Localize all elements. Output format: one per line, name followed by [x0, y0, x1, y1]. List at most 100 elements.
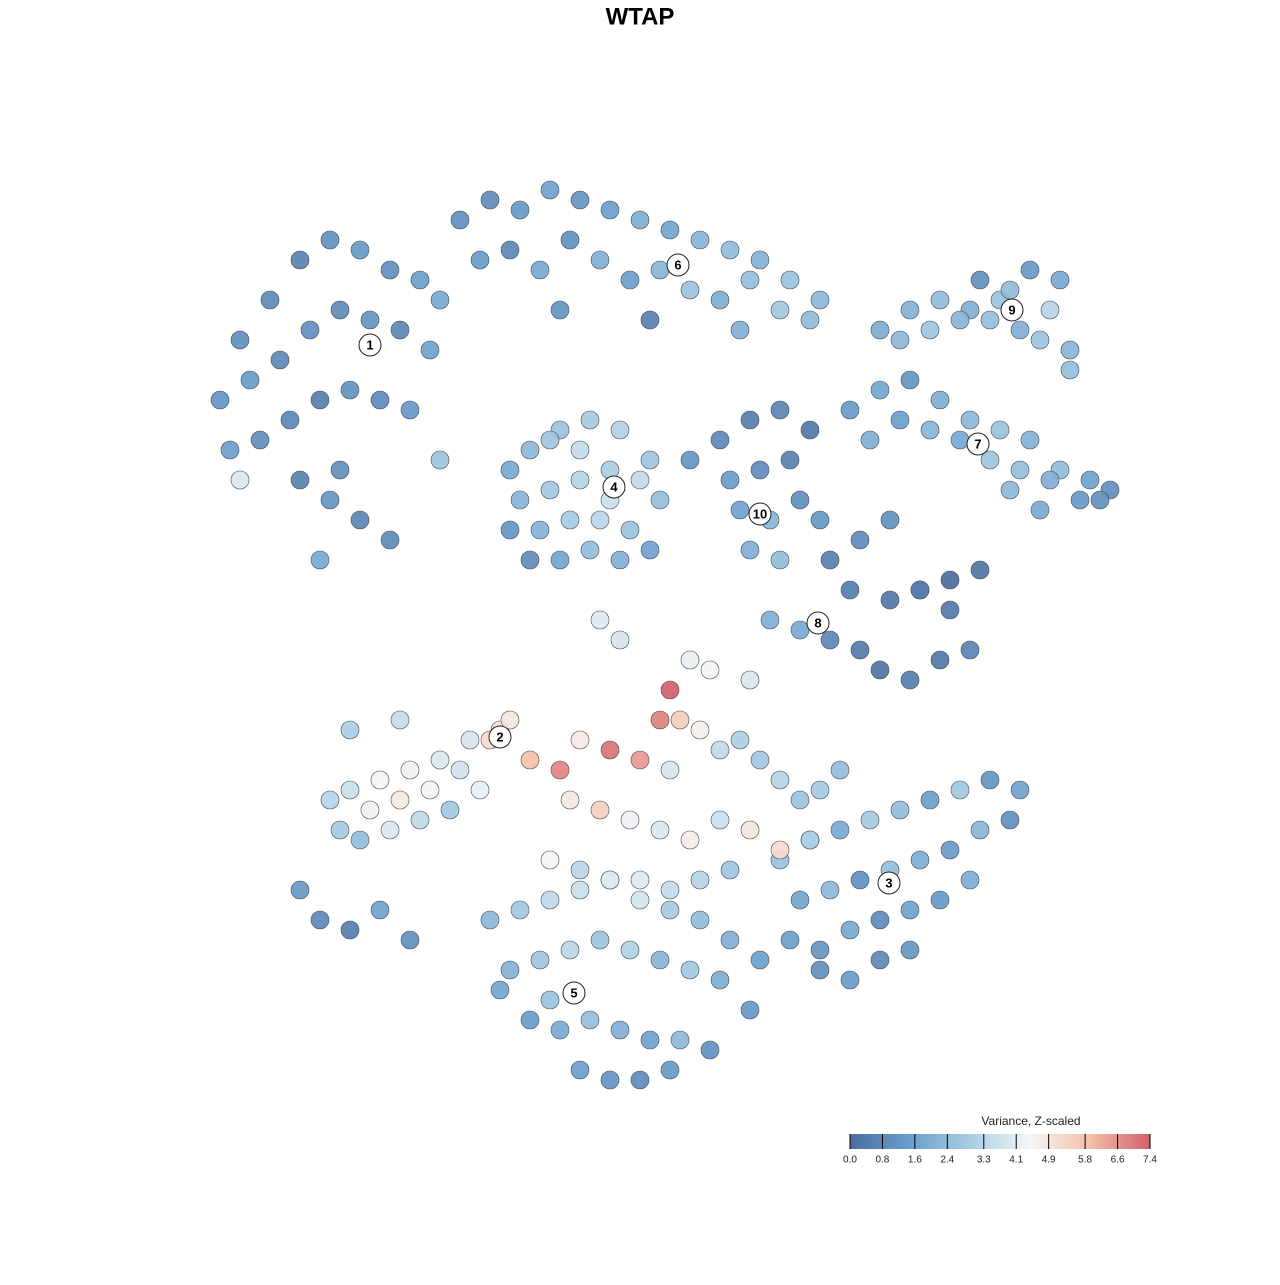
point — [590, 510, 610, 530]
cluster-label-badge — [602, 475, 626, 499]
point — [220, 440, 240, 460]
cluster-label-badge — [877, 871, 901, 895]
cluster-label: 9 — [1008, 302, 1015, 317]
cluster-label: 2 — [496, 729, 503, 744]
colorbar-tick-label: 2.4 — [940, 1155, 954, 1166]
point — [1000, 280, 1020, 300]
point — [240, 370, 260, 390]
point — [400, 760, 420, 780]
point — [810, 940, 830, 960]
point — [900, 300, 920, 320]
cluster-label-badge — [358, 333, 382, 357]
point — [1050, 270, 1070, 290]
point — [440, 800, 460, 820]
point — [230, 330, 250, 350]
point — [870, 380, 890, 400]
point — [810, 960, 830, 980]
point — [760, 610, 780, 630]
point — [540, 850, 560, 870]
point — [340, 780, 360, 800]
point — [750, 250, 770, 270]
point — [290, 250, 310, 270]
point — [750, 460, 770, 480]
point — [710, 430, 730, 450]
point — [640, 310, 660, 330]
point — [550, 760, 570, 780]
point — [530, 950, 550, 970]
point — [740, 540, 760, 560]
point — [730, 500, 750, 520]
point — [450, 210, 470, 230]
point — [780, 270, 800, 290]
point — [960, 640, 980, 660]
point — [380, 260, 400, 280]
point — [620, 270, 640, 290]
point — [940, 600, 960, 620]
cluster-label: 5 — [570, 985, 577, 1000]
point — [400, 400, 420, 420]
point — [690, 870, 710, 890]
point — [290, 880, 310, 900]
point — [1010, 320, 1030, 340]
point — [750, 750, 770, 770]
point — [690, 230, 710, 250]
point — [790, 890, 810, 910]
point — [940, 840, 960, 860]
point — [500, 460, 520, 480]
point — [740, 820, 760, 840]
point — [520, 1010, 540, 1030]
point — [650, 710, 670, 730]
point — [840, 400, 860, 420]
point — [770, 550, 790, 570]
point — [790, 790, 810, 810]
cluster-label-badge — [562, 981, 586, 1005]
point — [320, 490, 340, 510]
point — [310, 910, 330, 930]
point — [770, 840, 790, 860]
point — [950, 430, 970, 450]
point — [570, 860, 590, 880]
point — [670, 1030, 690, 1050]
point — [750, 950, 770, 970]
point — [560, 230, 580, 250]
point — [210, 390, 230, 410]
point — [560, 510, 580, 530]
point — [620, 810, 640, 830]
point — [870, 660, 890, 680]
point — [960, 410, 980, 430]
point — [780, 450, 800, 470]
cluster-label-badge — [748, 502, 772, 526]
point — [400, 930, 420, 950]
point — [870, 910, 890, 930]
point — [590, 250, 610, 270]
point — [960, 870, 980, 890]
point — [550, 550, 570, 570]
point — [550, 1020, 570, 1040]
point — [720, 860, 740, 880]
point — [850, 640, 870, 660]
point — [370, 900, 390, 920]
point — [420, 780, 440, 800]
colorbar-tick-label: 0.8 — [875, 1155, 889, 1166]
point — [460, 730, 480, 750]
point — [310, 390, 330, 410]
point — [790, 620, 810, 640]
point — [670, 710, 690, 730]
point — [590, 800, 610, 820]
point — [530, 260, 550, 280]
point — [520, 550, 540, 570]
point — [970, 270, 990, 290]
colorbar-bar — [850, 1134, 1150, 1149]
point — [870, 320, 890, 340]
point — [740, 670, 760, 690]
colorbar-tick-label: 5.8 — [1078, 1155, 1092, 1166]
cluster-label-badge — [966, 432, 990, 456]
point — [390, 710, 410, 730]
point — [910, 580, 930, 600]
point — [540, 180, 560, 200]
point — [580, 1010, 600, 1030]
point — [370, 390, 390, 410]
point — [720, 240, 740, 260]
point — [410, 270, 430, 290]
colorbar-tick-label: 3.3 — [977, 1155, 991, 1166]
